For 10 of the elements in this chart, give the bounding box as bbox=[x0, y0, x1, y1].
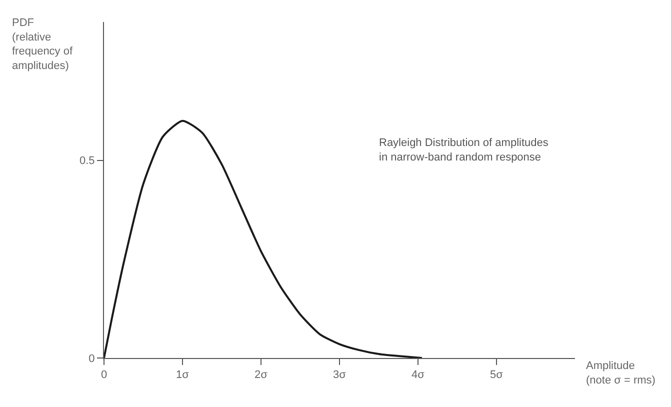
x-tick-label: 3σ bbox=[333, 369, 346, 382]
x-tick-label: 1σ bbox=[176, 369, 190, 382]
x-axis-title: Amplitude (note σ = rms) bbox=[586, 360, 656, 386]
annotation: Rayleigh Distribution of amplitudes in narrow-band random response bbox=[379, 137, 549, 164]
x-tick-label: 0 bbox=[100, 369, 108, 382]
y-axis-title: PDF (relative frequency of amplitudes) bbox=[12, 17, 74, 72]
y-tick-label: 0.5 bbox=[80, 155, 95, 168]
x-tick-label: 4σ bbox=[412, 369, 425, 382]
x-tick-label: 5σ bbox=[490, 369, 504, 382]
x-tick-label: 2σ bbox=[254, 369, 268, 382]
